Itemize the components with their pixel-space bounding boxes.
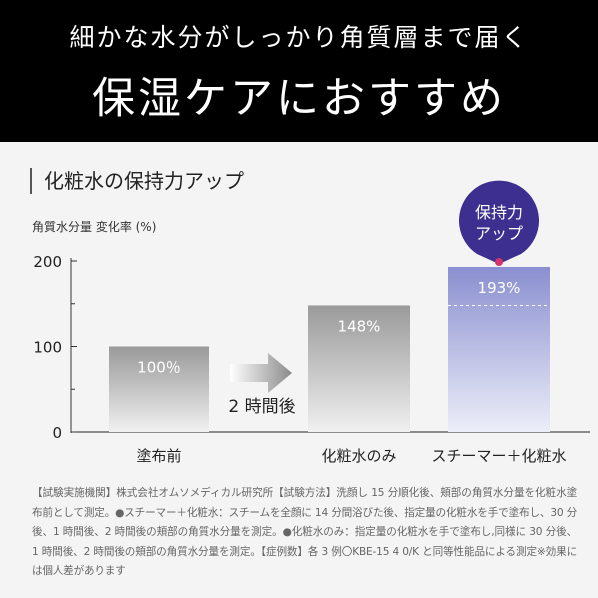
y-tick-label: 100 [33,339,62,357]
chart-y-axis-label: 角質水分量 変化率 (%) [32,220,157,234]
y-tick-label: 200 [33,253,62,271]
bar-value-label: 193% [478,279,521,297]
banner-subtitle: 細かな水分がしっかり角質層まで届く [69,23,529,52]
callout-line2: アップ [475,224,523,243]
callout-line1: 保持力 [475,203,523,222]
chart-title: 化粧水の保持力アップ [30,168,244,194]
time-arrow: 2 時間後 [228,353,296,417]
category-label: スチーマー＋化粧水 [431,447,566,465]
callout-bubble: 保持力 アップ [459,180,540,266]
bar [109,346,209,432]
arrow-right-icon [230,353,292,393]
header-banner: 細かな水分がしっかり角質層まで届く 保湿ケアにおすすめ [0,0,598,142]
category-label: 塗布前 [136,447,181,465]
bar-value-label: 148% [338,317,381,335]
footnote: 【試験実施機関】株式会社オムソメディカル研究所【試験方法】洗顔し 15 分順化後… [32,487,577,577]
category-label: 化粧水のみ [321,447,396,465]
y-tick-label: 0 [52,424,62,442]
bar [448,266,550,432]
callout-shape [459,180,540,264]
bar [308,305,410,432]
bar-value-label: 100％ [137,359,181,377]
arrow-label: 2 時間後 [228,397,295,417]
callout-dot [495,257,503,266]
banner-title: 保湿ケアにおすすめ [92,74,506,124]
